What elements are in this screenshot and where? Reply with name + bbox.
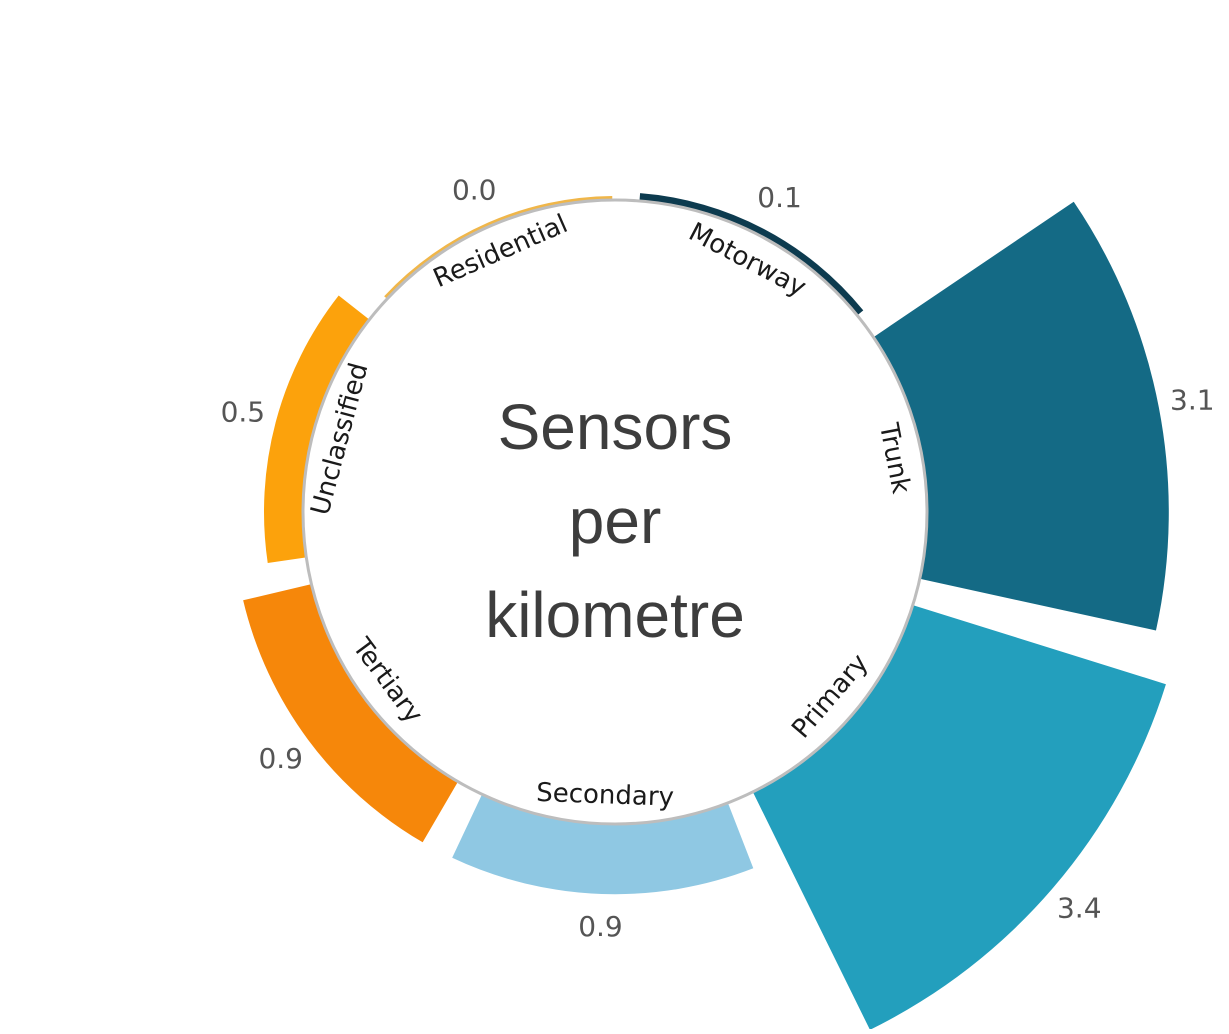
bar-trunk (873, 201, 1169, 631)
bar-tertiary (243, 584, 458, 843)
bar-secondary (452, 794, 754, 895)
value-label-primary: 3.4 (1057, 892, 1102, 925)
value-label-tertiary: 0.9 (258, 742, 303, 775)
chart-title-line-3: kilometre (485, 579, 745, 651)
chart-title: Sensors per kilometre (430, 380, 800, 662)
chart-title-line-1: Sensors (497, 391, 733, 463)
value-label-unclassified: 0.5 (221, 395, 266, 428)
bar-unclassified (264, 295, 370, 564)
value-label-secondary: 0.9 (578, 910, 623, 943)
value-label-motorway: 0.1 (757, 181, 802, 214)
value-label-residential: 0.0 (452, 174, 497, 207)
category-label-secondary: Secondary (536, 778, 675, 813)
value-label-trunk: 3.1 (1170, 383, 1215, 416)
inner-ring (301, 198, 929, 826)
chart-title-line-2: per (568, 485, 662, 557)
